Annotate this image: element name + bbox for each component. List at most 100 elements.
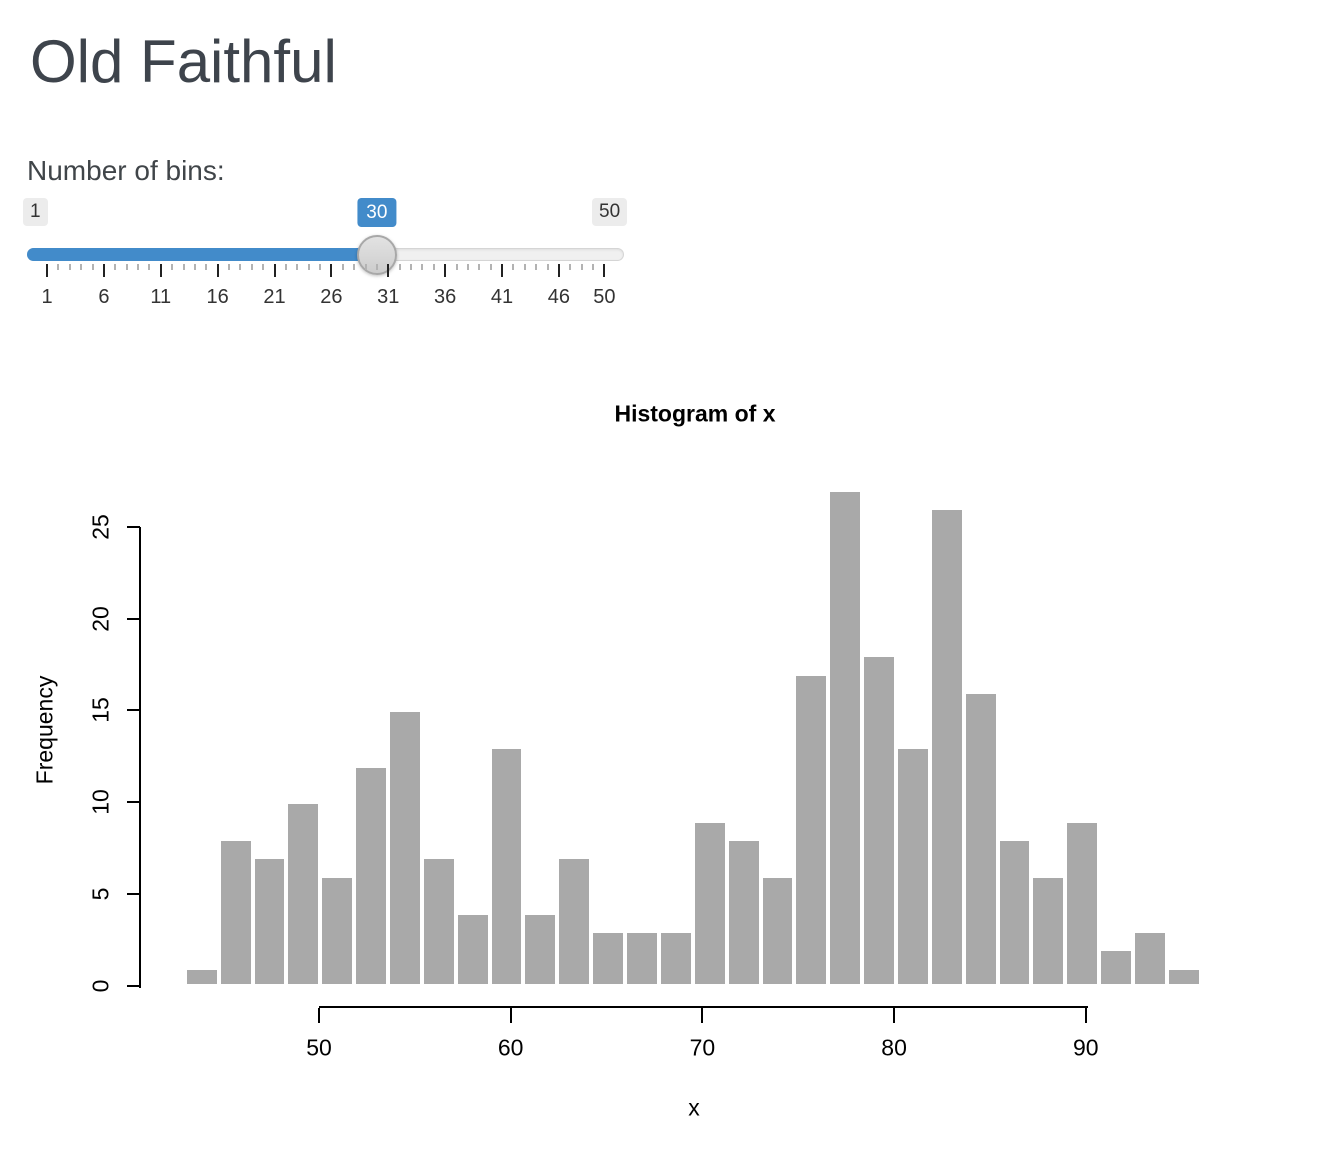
slider-tick bbox=[375, 264, 378, 270]
slider-tick bbox=[557, 264, 560, 277]
slider-tick bbox=[546, 264, 549, 270]
slider-tick bbox=[239, 264, 242, 270]
slider-min-bubble: 1 bbox=[23, 198, 48, 226]
histogram-bar bbox=[557, 857, 592, 986]
slider-tick bbox=[444, 264, 447, 277]
histogram-bar bbox=[184, 967, 219, 986]
histogram-bar bbox=[1099, 949, 1134, 986]
histogram-bar bbox=[929, 508, 964, 986]
y-axis-label: Frequency bbox=[31, 675, 58, 785]
slider-tick bbox=[580, 264, 583, 270]
slider-tick bbox=[478, 264, 481, 270]
slider-tick bbox=[137, 264, 139, 270]
slider-tick bbox=[114, 264, 117, 270]
page-title: Old Faithful bbox=[30, 28, 337, 95]
x-tick-label: 50 bbox=[306, 1034, 332, 1061]
slider-tick-label: 16 bbox=[206, 286, 229, 308]
histogram-bar bbox=[286, 802, 321, 986]
slider-tick bbox=[569, 264, 572, 270]
y-tick-label: 15 bbox=[87, 697, 114, 724]
histogram-bar bbox=[726, 839, 761, 986]
plot-title: Histogram of x bbox=[614, 400, 776, 427]
slider-tick-label: 31 bbox=[377, 286, 400, 308]
x-tick bbox=[318, 1008, 320, 1023]
y-tick bbox=[127, 893, 140, 896]
x-axis-label: x bbox=[688, 1094, 700, 1121]
slider-tick bbox=[171, 264, 174, 270]
slider-tick bbox=[603, 264, 606, 277]
slider-tick bbox=[57, 264, 60, 270]
slider-fill bbox=[27, 248, 377, 261]
slider-tick bbox=[296, 264, 299, 270]
slider-tick-label: 36 bbox=[434, 286, 457, 308]
histogram-bar bbox=[320, 875, 355, 986]
slider-tick-label: 6 bbox=[98, 286, 110, 308]
y-tick bbox=[127, 617, 140, 620]
slider-tick bbox=[466, 264, 469, 270]
slider-tick bbox=[592, 264, 594, 270]
slider-tick bbox=[273, 264, 276, 277]
slider-tick bbox=[501, 264, 503, 277]
slider-tick bbox=[91, 264, 94, 270]
histogram-bar bbox=[997, 839, 1032, 986]
histogram-bar bbox=[455, 912, 490, 986]
slider-tick bbox=[228, 264, 230, 270]
slider-tick bbox=[421, 264, 424, 270]
x-tick-label: 90 bbox=[1073, 1034, 1099, 1061]
histogram-bar bbox=[658, 930, 693, 986]
slider-value-bubble: 30 bbox=[357, 198, 397, 227]
slider-tick bbox=[341, 264, 344, 270]
x-tick bbox=[1084, 1008, 1087, 1023]
slider-tick bbox=[489, 264, 492, 270]
histogram-bar bbox=[1065, 820, 1100, 986]
histogram-bar bbox=[828, 490, 863, 986]
histogram-bar bbox=[794, 673, 829, 986]
slider-tick bbox=[387, 264, 390, 277]
slider-tick bbox=[125, 264, 128, 270]
slider-tick-label: 26 bbox=[320, 286, 343, 308]
y-tick bbox=[127, 525, 140, 528]
slider-tick-label: 50 bbox=[593, 286, 616, 308]
slider-tick bbox=[353, 264, 356, 270]
x-axis-line bbox=[319, 1006, 1088, 1008]
slider-tick-label: 11 bbox=[150, 286, 172, 308]
histogram-bar bbox=[1166, 967, 1201, 986]
slider-tick bbox=[68, 264, 71, 270]
slider-label: Number of bins: bbox=[27, 155, 225, 186]
slider-tick bbox=[455, 264, 458, 270]
y-tick bbox=[127, 801, 140, 804]
slider-tick bbox=[193, 264, 196, 270]
x-tick-label: 80 bbox=[881, 1034, 907, 1061]
slider-tick bbox=[535, 264, 538, 270]
histogram-bar bbox=[388, 710, 422, 986]
slider-max-bubble: 50 bbox=[592, 198, 628, 226]
y-tick bbox=[127, 709, 140, 712]
slider-tick bbox=[364, 264, 367, 270]
histogram-bar bbox=[591, 930, 626, 986]
slider-tick bbox=[319, 264, 321, 270]
histogram-bar bbox=[354, 765, 388, 986]
slider-tick-label: 41 bbox=[490, 286, 514, 308]
y-tick-label: 0 bbox=[87, 979, 114, 993]
slider-handle[interactable] bbox=[356, 235, 397, 275]
slider-tick bbox=[330, 264, 333, 277]
slider-tick bbox=[159, 264, 162, 277]
slider-tick-label: 46 bbox=[547, 286, 570, 308]
y-tick-label: 20 bbox=[87, 605, 114, 632]
slider-tick bbox=[216, 264, 219, 277]
y-tick-label: 10 bbox=[87, 789, 114, 816]
slider-tick-label: 21 bbox=[263, 286, 286, 308]
histogram-bar bbox=[692, 820, 727, 986]
histogram-bar bbox=[896, 747, 930, 986]
histogram-bar bbox=[252, 857, 287, 986]
histogram-bar bbox=[218, 839, 253, 986]
histogram-bar bbox=[625, 930, 659, 986]
histogram-bar bbox=[523, 912, 558, 986]
y-tick-label: 5 bbox=[87, 887, 114, 901]
y-axis-line bbox=[139, 526, 141, 988]
slider-tick bbox=[432, 264, 435, 270]
slider-tick bbox=[148, 264, 151, 270]
x-tick-label: 60 bbox=[497, 1034, 524, 1061]
histogram-bar bbox=[1031, 875, 1066, 986]
